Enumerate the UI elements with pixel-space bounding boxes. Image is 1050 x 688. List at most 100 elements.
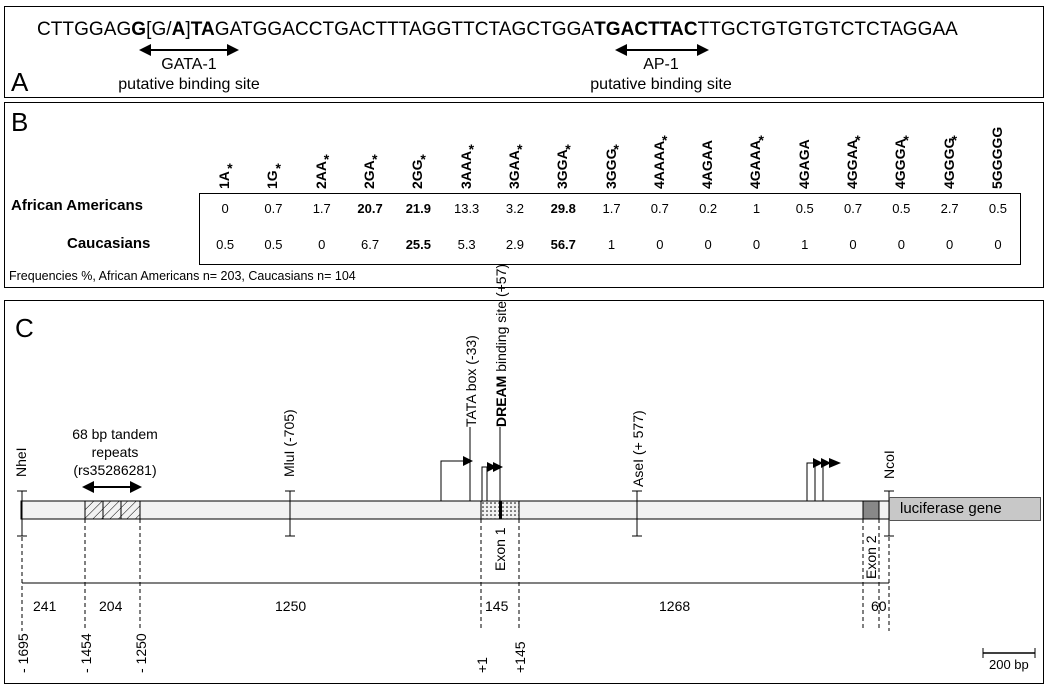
frequency-cell: 2.7	[940, 201, 959, 216]
column-star: *	[565, 141, 571, 157]
tandem-repeats-box	[84, 500, 141, 520]
frequency-cell: 5.3	[457, 237, 476, 252]
dream-site-mark	[499, 501, 502, 519]
sequence-run: TTGCTGTGTGTCTCTAGGAA	[697, 19, 958, 40]
segment-length-2: 204	[99, 598, 123, 614]
panel-c-label: C	[15, 313, 34, 343]
column-header: 5GGGGG	[988, 126, 1005, 189]
ap1-name: AP-1	[643, 56, 679, 73]
frequency-cell: 1.7	[602, 201, 621, 216]
frequency-cell: 20.7	[357, 201, 383, 216]
segment-length-1: 241	[33, 598, 57, 614]
frequency-cell: 6.7	[361, 237, 380, 252]
sequence-run: G	[131, 19, 147, 40]
segment-length-4: 145	[485, 598, 509, 614]
frequency-cell: 1	[801, 237, 809, 252]
panel-c: C	[4, 264, 1044, 684]
column-star: *	[420, 150, 426, 167]
frequency-cell: 0	[318, 237, 326, 252]
sequence-run: [G/	[146, 19, 172, 40]
frequency-cell: 21.9	[405, 201, 431, 216]
ap1-label: AP-1 putative binding site	[541, 55, 781, 95]
frequency-cell: 0	[704, 237, 712, 252]
frequency-cell: 29.8	[550, 201, 576, 216]
frequency-cell: 0.5	[216, 237, 235, 252]
frequency-cell: 0	[897, 237, 905, 252]
row-label-caucasians: Caucasians	[67, 235, 151, 252]
dream-site-label: DREAM binding site (+57)	[493, 264, 509, 427]
column-star: *	[275, 160, 281, 176]
sequence-run: ]	[185, 19, 191, 40]
frequency-cell: 0	[994, 237, 1002, 252]
column-header: 4AGAA	[699, 139, 716, 189]
frequency-cell: 13.3	[453, 201, 480, 216]
frequency-cell: 0	[849, 237, 857, 252]
dream-bold: DREAM	[493, 375, 509, 427]
frequency-cell: 0.7	[844, 201, 863, 216]
frequency-cell: 2.9	[505, 237, 524, 252]
position-minus-1454: - 1454	[78, 633, 94, 673]
frequency-cell: 1	[607, 237, 616, 252]
panel-a-arrows	[139, 44, 709, 56]
frequency-cell: 0.5	[892, 201, 911, 216]
column-header: 4GAGA	[795, 139, 812, 189]
column-star: *	[613, 141, 619, 157]
frequency-cell: 0.2	[699, 201, 718, 216]
panel-a: CTTGGAGG[G/A]TAGATGGACCTGACTTTAGGTTCTAGC…	[4, 6, 1044, 98]
row-label-african-americans: African Americans	[11, 197, 143, 214]
frequency-cell: 0	[221, 201, 229, 216]
column-star: *	[855, 131, 861, 148]
luciferase-gene-box: luciferase gene	[889, 497, 1041, 521]
column-star: *	[903, 131, 909, 148]
tata-box-label: TATA box (-33)	[463, 335, 479, 427]
panel-b: B 1A * 1G * 2AA * 2GA * 2GG * 3AAA * 3GAA * 3GGA * 3GGG *…	[4, 102, 1044, 288]
frequency-cell: 56.7	[550, 237, 576, 252]
exon2-label: Exon 2	[863, 535, 879, 579]
frequency-cell: 0.5	[988, 201, 1007, 216]
frequency-cell: 0.7	[650, 201, 669, 216]
panel-b-label: B	[11, 107, 29, 137]
frequency-cell: 25.5	[405, 237, 431, 252]
position-minus-1695: - 1695	[15, 633, 31, 673]
frequency-note: Frequencies %, African Americans n= 203,…	[9, 269, 356, 283]
promoter-bar	[20, 500, 890, 520]
frequency-cell: 0.7	[264, 201, 283, 216]
gata1-desc: putative binding site	[118, 76, 260, 93]
segment-length-6: 60	[871, 598, 887, 614]
frequency-table-box	[199, 193, 1021, 265]
column-star: *	[372, 150, 378, 167]
frequency-cell: 0	[656, 237, 664, 252]
asei-label: AseI (+ 577)	[630, 410, 646, 487]
promoter-sequence: CTTGGAGG[G/A]TAGATGGACCTGACTTTAGGTTCTAGC…	[37, 19, 958, 41]
position-minus-1250: - 1250	[133, 633, 149, 673]
scale-bar-label: 200 bp	[989, 657, 1029, 672]
position-plus-1: +1	[474, 657, 490, 673]
position-plus-145: +145	[512, 641, 528, 673]
sequence-run: TGACTTAC	[594, 19, 698, 40]
frequency-cell: 1.7	[312, 201, 331, 216]
repeats-line-2: repeats	[91, 444, 139, 460]
segment-length-5: 1268	[659, 598, 691, 614]
ap1-desc: putative binding site	[590, 76, 732, 93]
ncoi-label: NcoI	[881, 450, 897, 479]
segment-length-3: 1250	[275, 598, 307, 614]
exon2-box	[862, 500, 880, 520]
sequence-run: TA	[190, 19, 215, 40]
sequence-run: GATGGACCTGACTTTAGGTTCTAGCTGGA	[214, 19, 595, 40]
dream-rest: binding site (+57)	[493, 263, 509, 376]
column-star: *	[516, 141, 523, 157]
mlui-label: MluI (-705)	[281, 409, 297, 477]
column-star: *	[951, 131, 958, 148]
column-star: *	[323, 150, 330, 167]
gata1-name: GATA-1	[161, 56, 217, 73]
repeats-line-3: (rs35286281)	[73, 462, 157, 478]
exon1-label: Exon 1	[492, 527, 508, 571]
column-star: *	[661, 131, 668, 148]
sequence-run: A	[171, 19, 186, 40]
repeats-line-1: 68 bp tandem	[72, 426, 158, 442]
frequency-cell: 3.2	[505, 201, 524, 216]
frequency-cell: 1	[752, 201, 761, 216]
frequency-cell: 0	[752, 237, 761, 252]
frequency-cell: 0.5	[795, 201, 814, 216]
column-star: *	[227, 160, 233, 176]
